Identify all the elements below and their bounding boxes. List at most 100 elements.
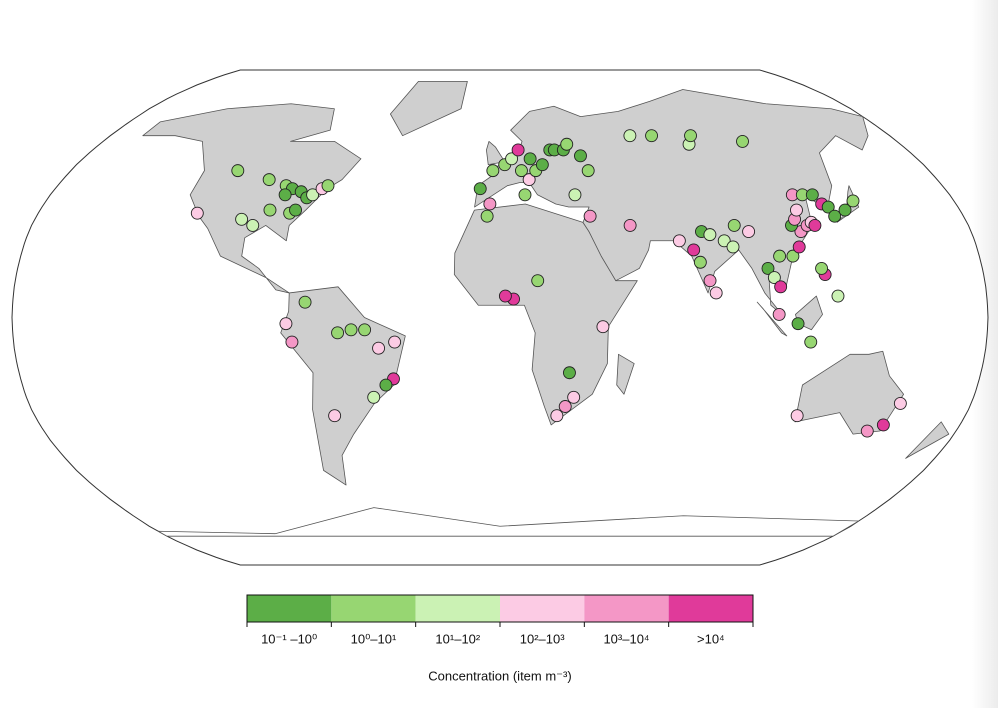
land [142,103,362,294]
colorbar-segment [584,595,669,622]
sample-point [231,164,245,178]
land [453,203,638,426]
sample-point [736,134,749,148]
sample-point [772,307,786,321]
map-frame [11,69,989,566]
sample-point [893,396,907,410]
legend-label: 10³–10⁴ [603,631,649,646]
sample-point [328,409,342,423]
legend-label: >10⁴ [697,631,725,646]
sample-point [790,409,804,423]
sample-point [480,209,494,223]
sample-point [568,188,582,202]
sample-point [767,271,781,285]
sample-point [473,182,487,196]
legend: 10⁻¹ –10⁰ 10⁰–10¹ 10¹–10² 10²–10³ 10³–10⁴ >10… [246,594,754,646]
sample-point [703,274,717,288]
sample-point [596,320,610,334]
sample-point [515,164,528,178]
sample-point [804,335,818,349]
sample-point [262,173,276,187]
sample-point [550,409,564,423]
sample-point [523,152,537,166]
sample-point [558,400,572,413]
legend-label: 10²–10³ [520,631,565,646]
sample-point [306,188,320,202]
land [616,353,635,395]
sample-point [344,323,358,337]
sample-point [821,200,835,214]
points-layer [190,129,907,438]
sample-point [567,390,581,404]
land-layer [11,69,989,566]
land [157,507,860,537]
sample-point [298,295,312,309]
sample-point [805,188,819,202]
colorbar-segment [500,595,585,622]
sample-point [511,143,525,157]
sample-point [522,173,536,187]
sample-point [687,243,701,257]
sample-point [285,335,299,349]
legend-label: 10⁻¹ –10⁰ [261,631,317,646]
sample-point [684,129,697,143]
colorbar-segment [415,595,500,622]
sample-point [321,179,335,193]
sample-point [786,249,800,263]
sample-point [693,255,707,269]
land [794,350,904,435]
sample-point [773,249,787,263]
sample-point [876,418,890,432]
sample-point [379,378,393,392]
sample-point [761,261,775,275]
sample-point [838,203,852,217]
sample-point [263,203,277,217]
sample-point [717,234,731,248]
sample-point [672,234,686,248]
sample-point [581,164,595,178]
sample-point [483,197,497,211]
sample-point [367,390,381,404]
sample-point [623,129,637,143]
sample-point [846,194,860,208]
colorbar-segment [331,595,416,622]
sample-point [774,280,788,294]
sample-point [518,188,532,202]
colorbar-frame [246,594,754,623]
sample-point [645,129,659,143]
sample-point [709,286,723,300]
sample-point [278,188,292,202]
sample-point [190,206,204,220]
sample-point [583,209,597,223]
sample-point [486,164,500,178]
sample-point [388,335,402,349]
sample-point [331,326,345,340]
sample-point [498,289,512,303]
land [389,80,468,137]
sample-point [246,218,260,232]
sample-point [372,341,386,355]
sample-point [574,149,587,163]
sample-point [808,218,822,232]
sample-point [791,317,805,331]
legend-label: 10¹–10² [435,631,480,646]
sample-point [535,158,549,172]
colorbar-segment [668,595,753,622]
sample-point [727,218,741,232]
sample-point [279,317,293,331]
sample-point [742,225,756,239]
sample-point [831,289,845,303]
land [756,301,788,337]
sample-point [703,228,717,242]
sample-point [726,240,740,254]
sample-point [235,212,249,226]
sample-point [563,366,576,380]
sample-point [560,137,574,151]
sample-point [828,209,842,223]
sample-point [860,424,874,438]
sample-point [623,218,637,232]
sample-point [358,323,372,337]
sample-point [792,240,806,254]
sample-point [815,261,829,275]
